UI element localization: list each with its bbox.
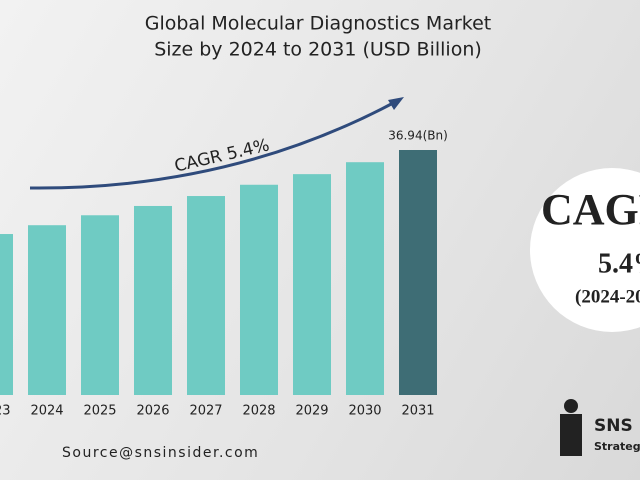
x-tick-label: 2031: [401, 404, 434, 419]
annotation: CAGR 5.4%: [173, 135, 272, 176]
source: Source@snsinsider.com: [62, 445, 259, 461]
bar: [28, 225, 66, 395]
x-tick-label: 2029: [295, 404, 328, 419]
badge-period: (2024-2031): [575, 286, 640, 307]
bar: [81, 215, 119, 395]
logo-icon: [560, 399, 582, 456]
badge-circle: [530, 168, 640, 332]
bar: [399, 150, 437, 395]
x-tick-label: 2026: [136, 404, 169, 419]
x-tick-label: 2027: [189, 404, 222, 419]
arrow-head: [388, 97, 404, 110]
logo-tagline: Strategy and Stats: [594, 440, 640, 453]
chart-title: Global Molecular Diagnostics Market: [145, 13, 492, 35]
x-tick-label: 2024: [30, 404, 63, 419]
trend-arrow: [29, 100, 396, 190]
logo-name: SNS INSIDER: [594, 416, 640, 436]
bar: [0, 234, 13, 395]
x-tick-label: 2023: [0, 404, 11, 419]
badge-value: 5.4%: [598, 248, 640, 279]
bar: [240, 184, 278, 395]
bar: [187, 196, 225, 395]
x-tick-label: 2025: [83, 404, 116, 419]
bar: [134, 205, 172, 395]
x-tick-label: 2028: [242, 404, 275, 419]
x-tick-label: 2030: [348, 404, 381, 419]
bar: [346, 162, 384, 395]
chart-subtitle: Size by 2024 to 2031 (USD Billion): [154, 39, 482, 61]
bar: [293, 174, 331, 395]
value-label: 36.94(Bn): [388, 129, 448, 143]
badge-title: CAGR: [541, 185, 640, 234]
